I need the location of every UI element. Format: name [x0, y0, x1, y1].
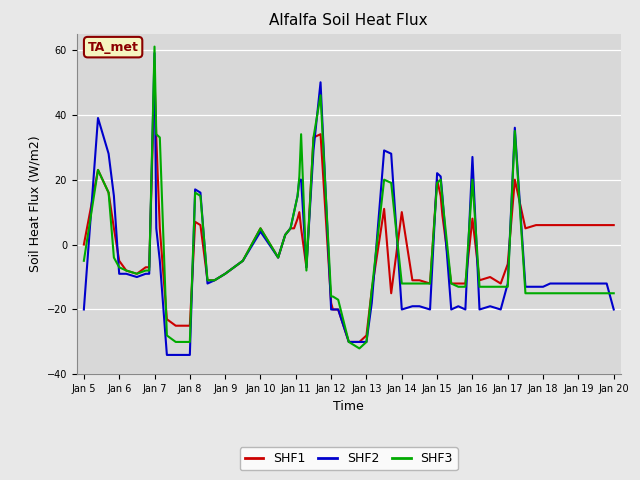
SHF2 [610, 307, 618, 312]
SHF2 [461, 307, 469, 312]
SHF3 [80, 258, 88, 264]
SHF2 [150, 50, 158, 56]
SHF1 [557, 222, 564, 228]
SHF1 [568, 222, 575, 228]
SHF2 [568, 281, 575, 287]
SHF3 [356, 346, 364, 351]
SHF2 [557, 281, 564, 287]
SHF2 [163, 352, 171, 358]
SHF3 [438, 196, 446, 202]
SHF3 [504, 284, 511, 289]
Line: SHF2: SHF2 [84, 53, 614, 355]
SHF3 [575, 290, 582, 296]
Text: TA_met: TA_met [88, 41, 138, 54]
SHF1 [575, 222, 582, 228]
SHF3 [461, 284, 469, 289]
SHF1 [150, 73, 158, 79]
SHF2 [438, 193, 446, 199]
Title: Alfalfa Soil Heat Flux: Alfalfa Soil Heat Flux [269, 13, 428, 28]
SHF2 [504, 281, 511, 287]
SHF3 [557, 290, 564, 296]
SHF2 [575, 281, 582, 287]
SHF2 [80, 307, 88, 312]
Y-axis label: Soil Heat Flux (W/m2): Soil Heat Flux (W/m2) [28, 136, 41, 272]
SHF3 [150, 44, 158, 49]
SHF1 [345, 339, 353, 345]
SHF1 [610, 222, 618, 228]
SHF1 [461, 281, 469, 287]
SHF1 [80, 242, 88, 248]
SHF1 [504, 261, 511, 267]
SHF3 [568, 290, 575, 296]
Line: SHF3: SHF3 [84, 47, 614, 348]
X-axis label: Time: Time [333, 400, 364, 413]
Legend: SHF1, SHF2, SHF3: SHF1, SHF2, SHF3 [239, 447, 458, 470]
Line: SHF1: SHF1 [84, 76, 614, 342]
SHF1 [438, 213, 446, 218]
SHF3 [610, 290, 618, 296]
